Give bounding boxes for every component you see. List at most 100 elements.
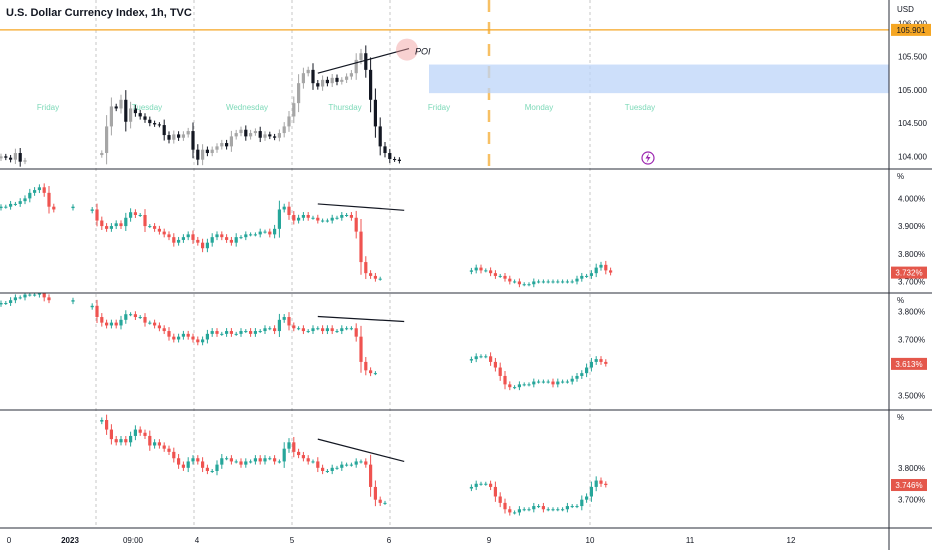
y-tick-label: 3.800%: [898, 464, 925, 473]
candle: [191, 336, 195, 340]
candle: [325, 471, 329, 472]
candle: [225, 237, 229, 240]
candle: [570, 506, 574, 508]
candle: [537, 281, 541, 283]
candle: [565, 381, 569, 383]
candle: [186, 234, 190, 238]
candle: [225, 458, 229, 460]
candle: [263, 458, 267, 462]
candle: [114, 322, 118, 326]
candle: [580, 275, 584, 279]
candle: [13, 297, 17, 301]
day-label: Monday: [525, 103, 553, 112]
candle: [148, 435, 152, 446]
candle: [181, 237, 185, 240]
unit-label: %: [897, 413, 904, 422]
candle: [114, 106, 118, 109]
candle: [359, 53, 363, 60]
candle: [570, 378, 574, 382]
candle: [244, 331, 248, 333]
candle: [321, 328, 325, 332]
y-tick-label: 3.900%: [898, 222, 925, 231]
x-tick-label: 2023: [61, 536, 79, 545]
last-value-tag-text: 3.732%: [895, 269, 922, 278]
candle: [181, 333, 185, 337]
candle: [508, 384, 512, 388]
candle: [489, 483, 493, 487]
candle: [263, 231, 267, 233]
candle: [186, 131, 190, 135]
candle: [311, 217, 315, 219]
candle: [229, 136, 233, 147]
candle: [325, 328, 329, 332]
candle: [148, 226, 152, 228]
candle: [479, 356, 483, 358]
candle: [220, 143, 224, 147]
candle: [340, 79, 344, 82]
last-value-tag-text: 3.746%: [895, 481, 922, 490]
candle: [301, 455, 305, 459]
candle: [311, 461, 315, 463]
candle: [330, 467, 334, 471]
candle: [532, 506, 536, 510]
candle: [177, 239, 181, 243]
candle: [532, 381, 536, 385]
candle: [383, 146, 387, 154]
candle: [575, 375, 579, 379]
candle: [143, 432, 147, 436]
unit-label: %: [897, 296, 904, 305]
trendline: [317, 438, 405, 463]
candle: [109, 322, 113, 326]
candle: [277, 319, 281, 332]
candle: [321, 220, 325, 222]
candle: [177, 458, 181, 465]
candle: [205, 333, 209, 340]
candle: [604, 264, 608, 271]
candle: [191, 131, 195, 150]
candle: [143, 116, 147, 120]
candle: [239, 129, 243, 134]
candle: [162, 231, 166, 235]
candle: [378, 278, 382, 280]
y-tick-label: 3.700%: [898, 335, 925, 344]
candle: [268, 231, 272, 235]
panel-1-candles: [0, 183, 613, 288]
candle: [13, 203, 17, 205]
candle: [517, 509, 521, 513]
candle: [604, 361, 608, 364]
candle: [537, 381, 541, 383]
candle: [258, 458, 262, 462]
poi-label: POI: [415, 47, 431, 57]
last-value-tag: [891, 357, 927, 370]
candle: [575, 506, 579, 508]
candle: [589, 273, 593, 276]
candle: [119, 223, 123, 227]
panel-2-candles: [0, 293, 608, 391]
x-tick-label: 5: [290, 536, 295, 545]
candle: [575, 278, 579, 282]
candle: [527, 284, 531, 286]
candle: [28, 192, 32, 199]
candle: [551, 381, 555, 385]
candle: [249, 461, 253, 463]
candle: [565, 506, 569, 510]
candle: [0, 206, 3, 209]
candle: [513, 281, 517, 283]
candle: [527, 384, 531, 386]
candle: [9, 157, 13, 160]
candle: [349, 215, 353, 218]
candle: [109, 429, 113, 440]
candle: [114, 439, 118, 443]
candle: [268, 328, 272, 330]
y-tick-label: 104.000: [898, 152, 927, 161]
candle: [253, 458, 257, 462]
candle: [249, 331, 253, 334]
candle: [129, 212, 133, 218]
candle: [330, 217, 334, 221]
day-label: Friday: [37, 103, 59, 112]
candle: [205, 242, 209, 249]
candle: [354, 59, 358, 74]
